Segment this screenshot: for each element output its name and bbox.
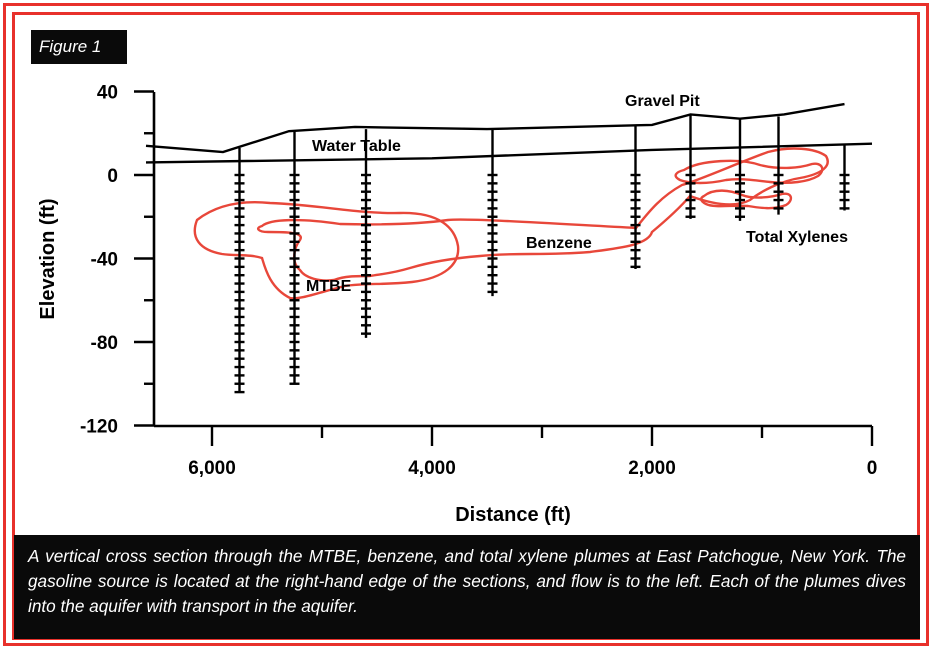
monitoring-wells bbox=[234, 114, 850, 394]
benzene-label: Benzene bbox=[526, 235, 592, 252]
y-tick-label: 0 bbox=[107, 166, 118, 187]
water-table-label: Water Table bbox=[312, 138, 401, 155]
water-table-line bbox=[145, 142, 873, 164]
ground-surface-line bbox=[145, 102, 845, 154]
caption-box: A vertical cross section through the MTB… bbox=[14, 535, 920, 639]
y-ticks: 40 0 -40 -80 -120 bbox=[80, 83, 154, 438]
total-xylenes-label: Total Xylenes bbox=[746, 229, 848, 246]
gravel-pit-label: Gravel Pit bbox=[625, 93, 700, 110]
benzene-plume-inner bbox=[256, 147, 829, 282]
caption-text: A vertical cross section through the MTB… bbox=[28, 546, 906, 616]
y-tick-label: -40 bbox=[91, 250, 118, 271]
x-axis-title: Distance (ft) bbox=[455, 504, 571, 526]
y-tick-label: -120 bbox=[80, 417, 118, 438]
x-ticks: 6,000 4,000 2,000 0 bbox=[188, 426, 877, 479]
benzene-plume bbox=[193, 201, 460, 300]
y-axis-title: Elevation (ft) bbox=[37, 198, 59, 319]
x-tick-label: 6,000 bbox=[188, 458, 236, 479]
y-tick-label: -80 bbox=[91, 333, 118, 354]
xylene-plume-inner bbox=[700, 189, 793, 210]
y-tick-label: 40 bbox=[97, 83, 118, 104]
x-tick-label: 2,000 bbox=[628, 458, 676, 479]
figure-label: Figure 1 bbox=[31, 30, 127, 64]
outer-border bbox=[3, 3, 929, 646]
x-tick-label: 4,000 bbox=[408, 458, 456, 479]
xylene-plume bbox=[674, 159, 824, 185]
mtbe-label: MTBE bbox=[306, 278, 352, 295]
x-tick-label: 0 bbox=[867, 458, 878, 479]
